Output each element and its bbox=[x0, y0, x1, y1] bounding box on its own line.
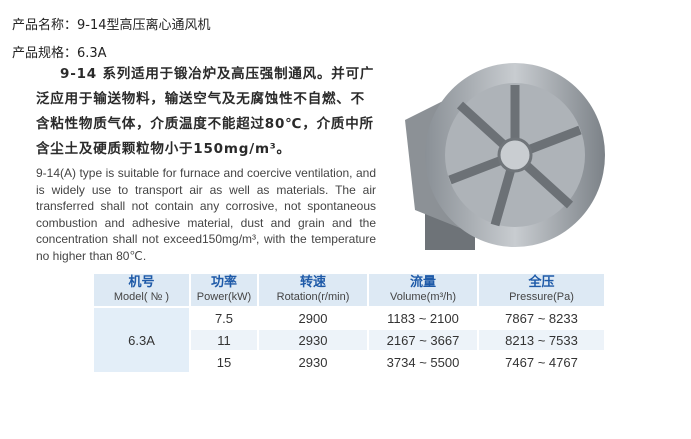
power-cell: 15 bbox=[216, 354, 232, 370]
volume-cell: 1183 ~ 2100 bbox=[387, 310, 459, 326]
table-row: 15 2930 3734 ~ 5500 7467 ~ 4767 bbox=[94, 352, 604, 372]
description-english: 9-14(A) type is suitable for furnace and… bbox=[36, 166, 376, 263]
product-spec: 产品规格：6.3A bbox=[12, 46, 107, 61]
volume-cell: 2167 ~ 3667 bbox=[369, 330, 477, 350]
rotation-cell: 2930 bbox=[259, 330, 367, 350]
pressure-cell: 8213 ~ 7533 bbox=[479, 330, 604, 350]
header-power: 功率 Power(kW) bbox=[191, 274, 257, 306]
volume-cell: 3734 ~ 5500 bbox=[386, 354, 460, 370]
header-rotation: 转速 Rotation(r/min) bbox=[259, 274, 367, 306]
table-header-row: 机号 Model( № ) 功率 Power(kW) 转速 Rotation(r/mi… bbox=[94, 274, 604, 306]
rotation-cell: 2900 bbox=[298, 310, 328, 326]
power-cell: 7.5 bbox=[214, 310, 234, 326]
power-cell: 11 bbox=[191, 330, 257, 350]
model-cell: 6.3A bbox=[94, 308, 189, 372]
spec-table: 机号 Model( № ) 功率 Power(kW) 转速 Rotation(r/mi… bbox=[92, 272, 606, 374]
description-chinese-first: 9-14 系列适用于锻冶炉及高压强制通风。并可广 bbox=[60, 66, 375, 82]
description-chinese-rest: 泛应用于输送物料，输送空气及无腐蚀性不自燃、不含粘性物质气体，介质温度不能超过8… bbox=[36, 91, 374, 157]
header-volume: 流量 Volume(m³/h) bbox=[369, 274, 477, 306]
product-name: 产品名称：9-14型高压离心通风机 bbox=[12, 18, 211, 33]
table-row: 6.3A 7.5 2900 1183 ~ 2100 7867 ~ 8233 bbox=[94, 308, 604, 372]
header-model: 机号 Model( № ) bbox=[94, 274, 189, 306]
header-pressure: 全压 Pressure(Pa) bbox=[479, 274, 604, 306]
fan-image bbox=[405, 63, 605, 250]
pressure-cell: 7867 ~ 8233 bbox=[505, 310, 578, 326]
rotation-cell: 2930 bbox=[298, 354, 328, 370]
description-chinese: 9-14 系列适用于锻冶炉及高压强制通风。并可广泛应用于输送物料，输送空气及无腐… bbox=[36, 62, 376, 162]
table-row: 11 2930 2167 ~ 3667 8213 ~ 7533 bbox=[94, 330, 604, 350]
pressure-cell: 7467 ~ 4767 bbox=[505, 354, 578, 370]
